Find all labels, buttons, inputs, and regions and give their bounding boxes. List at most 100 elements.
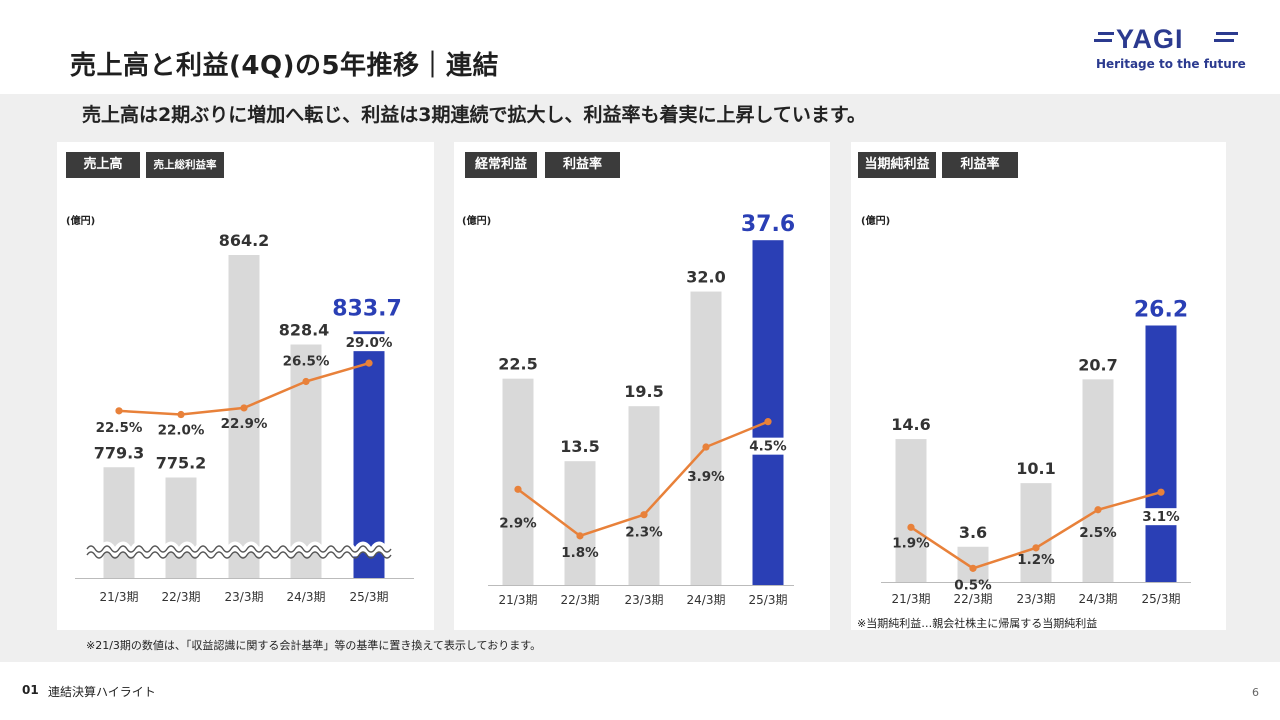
bar-value-label: 864.2	[219, 231, 270, 250]
margin-point	[302, 377, 310, 386]
bar	[1145, 325, 1177, 582]
bar	[353, 331, 385, 578]
bar-value-label: 775.2	[156, 454, 207, 473]
bar	[628, 406, 660, 585]
bar-value-label: 828.4	[279, 321, 330, 340]
bar	[1082, 379, 1114, 582]
x-tick-label: 21/3期	[892, 592, 931, 606]
x-tick-label: 23/3期	[1017, 592, 1056, 606]
margin-label: 4.5%	[749, 439, 787, 455]
net-income-note: ※当期純利益…親会社株主に帰属する当期純利益	[857, 617, 1098, 630]
margin-point	[576, 532, 584, 540]
margin-point	[514, 485, 522, 493]
margin-point	[907, 523, 915, 531]
bar-value-label: 779.3	[94, 443, 145, 462]
margin-label: 2.5%	[1079, 525, 1117, 541]
margin-label-bg	[1139, 508, 1183, 526]
bar	[1020, 483, 1052, 582]
tag-net-income: 当期純利益	[858, 152, 936, 178]
margin-point	[764, 418, 772, 426]
section-number: 01	[22, 683, 39, 697]
tag-ordinary-profit: 経常利益	[465, 152, 537, 178]
logo-tagline: Heritage to the future	[1096, 57, 1246, 71]
margin-point	[1032, 544, 1040, 552]
bar-value-label: 10.1	[1016, 459, 1055, 478]
bar	[690, 291, 722, 585]
bar-value-label: 22.5	[498, 355, 537, 374]
bar-value-label: 13.5	[560, 437, 599, 456]
margin-label: 1.2%	[1017, 552, 1055, 568]
section-label: 連結決算ハイライト	[48, 685, 156, 699]
margin-label: 2.3%	[625, 525, 663, 541]
bar	[228, 255, 260, 578]
x-tick-label: 23/3期	[225, 590, 264, 604]
margin-point	[115, 407, 123, 415]
margin-label: 22.9%	[221, 416, 268, 432]
axis-break-wave	[86, 551, 392, 559]
bar	[752, 240, 784, 585]
x-tick-label: 25/3期	[350, 590, 389, 604]
bar-value-label: 37.6	[741, 212, 795, 237]
margin-point	[177, 410, 185, 419]
x-tick-label: 24/3期	[687, 593, 726, 607]
bar	[165, 477, 197, 578]
margin-point	[640, 511, 648, 519]
x-tick-label: 22/3期	[954, 592, 993, 606]
margin-point	[969, 564, 977, 572]
x-tick-label: 25/3期	[1142, 592, 1181, 606]
bar-value-label: 19.5	[624, 382, 663, 401]
slide-subtitle: 売上高は2期ぶりに増加へ転じ、利益は3期連続で拡大し、利益率も着実に上昇していま…	[82, 104, 866, 126]
bar-value-label: 14.6	[891, 415, 930, 434]
x-tick-label: 24/3期	[287, 590, 326, 604]
margin-label: 22.5%	[96, 420, 143, 436]
margin-label: 1.9%	[892, 535, 930, 551]
x-tick-label: 22/3期	[561, 593, 600, 607]
tag-net-margin: 利益率	[942, 152, 1018, 178]
margin-label: 1.8%	[561, 545, 599, 561]
footer	[0, 662, 1280, 720]
bar-value-label: 3.6	[959, 523, 987, 542]
page-number: 6	[1252, 686, 1259, 699]
margin-point	[240, 404, 248, 412]
margin-label: 3.1%	[1142, 509, 1180, 525]
unit-label: (億円)	[861, 214, 890, 227]
margin-point	[702, 443, 710, 451]
bar-value-label: 20.7	[1078, 355, 1117, 374]
margin-label-bg	[746, 437, 790, 455]
yagi-logo: YAGI Heritage to the future	[1094, 24, 1246, 74]
margin-label: 0.5%	[954, 577, 992, 593]
x-tick-label: 24/3期	[1079, 592, 1118, 606]
unit-label: (億円)	[462, 214, 491, 227]
tag-ordinary-margin: 利益率	[545, 152, 620, 178]
margin-label: 26.5%	[283, 353, 330, 369]
margin-label: 2.9%	[499, 515, 537, 531]
x-tick-label: 23/3期	[625, 593, 664, 607]
axis-break-wave	[86, 545, 392, 553]
bar	[502, 378, 534, 585]
page-title: 売上高と利益(4Q)の5年推移｜連結	[70, 51, 500, 81]
logo-text: YAGI	[1116, 24, 1184, 54]
x-tick-label: 21/3期	[499, 593, 538, 607]
tag-sales: 売上高	[66, 152, 140, 178]
tag-gross-margin: 売上総利益率	[146, 152, 224, 178]
margin-label-bg	[347, 334, 391, 352]
x-tick-label: 25/3期	[749, 593, 788, 607]
unit-label: (億円)	[66, 214, 95, 227]
bar-value-label: 32.0	[686, 268, 725, 287]
header	[0, 0, 1280, 94]
x-tick-label: 21/3期	[100, 590, 139, 604]
bar-value-label: 833.7	[332, 296, 402, 321]
footnote: ※21/3期の数値は、「収益認識に関する会計基準」等の基準に置き換えて表示してお…	[86, 639, 542, 652]
bar	[103, 467, 135, 578]
bar	[564, 461, 596, 585]
margin-label: 3.9%	[687, 469, 725, 485]
margin-point	[1157, 488, 1165, 496]
bar-value-label: 26.2	[1134, 298, 1188, 323]
margin-label: 29.0%	[346, 335, 393, 351]
bar	[895, 439, 927, 582]
margin-label: 22.0%	[158, 423, 205, 439]
x-tick-label: 22/3期	[162, 590, 201, 604]
margin-point	[365, 359, 373, 367]
margin-point	[1094, 506, 1102, 514]
